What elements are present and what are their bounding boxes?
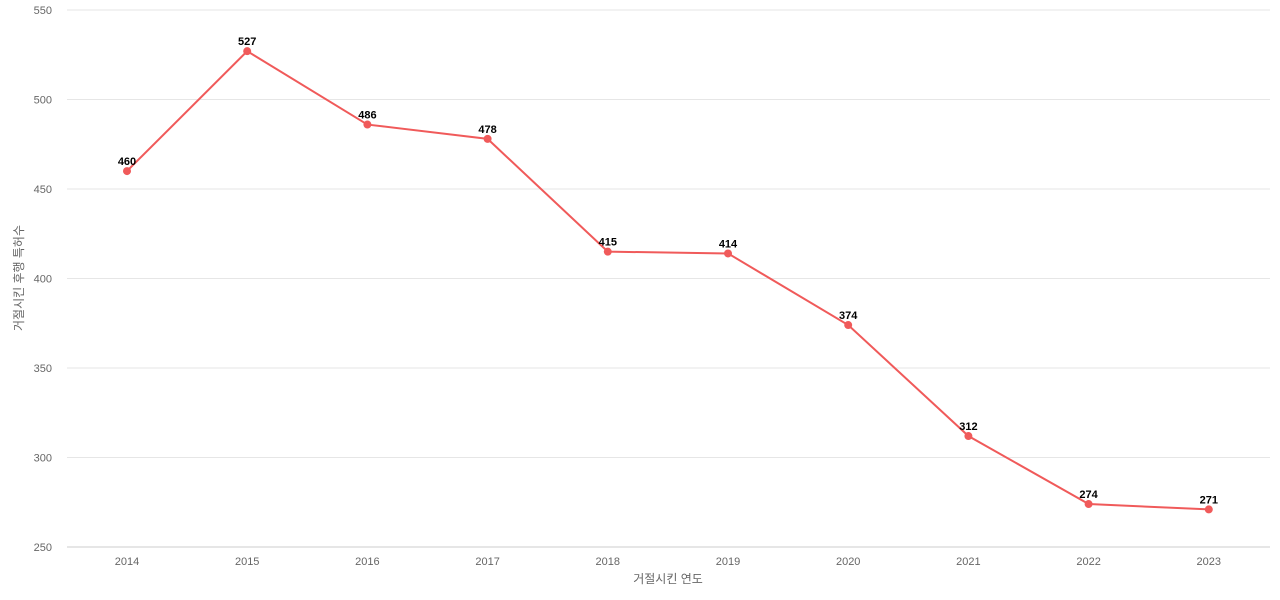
data-point — [964, 432, 973, 441]
x-tick-label: 2021 — [956, 556, 980, 568]
data-label-layer: 460 527 486 478 415 414 374 312 274 271 — [118, 36, 1218, 506]
data-label: 414 — [719, 238, 738, 250]
data-label: 374 — [839, 310, 858, 322]
grid-layer — [67, 9, 1270, 458]
data-point — [243, 47, 252, 56]
y-tick-label: 250 — [34, 542, 52, 554]
y-tick-label: 300 — [34, 453, 52, 465]
x-tick-label: 2019 — [716, 556, 740, 568]
axis-layer: 250 300 350 400 450 500 550 2014 2015 2016 2017 201… — [34, 5, 1270, 568]
data-point — [1084, 500, 1093, 509]
x-tick-label: 2017 — [475, 556, 499, 568]
x-tick-label: 2020 — [836, 556, 860, 568]
x-tick-label: 2016 — [355, 556, 379, 568]
data-label: 274 — [1079, 489, 1098, 501]
y-axis-title: 거절시킨 후행 특허수 — [11, 225, 26, 331]
y-tick-label: 550 — [34, 5, 52, 17]
y-tick-label: 450 — [34, 184, 52, 196]
x-tick-label: 2014 — [115, 556, 139, 568]
x-tick-label: 2018 — [596, 556, 620, 568]
y-tick-label: 500 — [34, 95, 52, 107]
y-tick-label: 350 — [34, 363, 52, 375]
data-point — [603, 247, 612, 256]
y-tick-label: 400 — [34, 274, 52, 286]
x-tick-label: 2022 — [1076, 556, 1100, 568]
data-label: 486 — [358, 110, 376, 122]
data-point — [363, 120, 372, 129]
x-tick-label: 2015 — [235, 556, 259, 568]
data-label: 312 — [959, 421, 977, 433]
data-label: 415 — [599, 237, 617, 249]
x-axis-title: 거절시킨 연도 — [633, 572, 703, 586]
data-point — [483, 134, 492, 143]
data-label: 478 — [478, 124, 496, 136]
data-point — [724, 249, 732, 258]
series-layer — [123, 47, 1213, 514]
data-point — [1204, 505, 1213, 514]
x-tick-label: 2023 — [1197, 556, 1221, 568]
data-point — [123, 167, 131, 176]
data-point — [844, 321, 853, 330]
series-line — [126, 49, 1209, 511]
data-label: 527 — [238, 36, 256, 48]
data-label: 271 — [1200, 494, 1218, 506]
data-label: 460 — [118, 156, 136, 168]
